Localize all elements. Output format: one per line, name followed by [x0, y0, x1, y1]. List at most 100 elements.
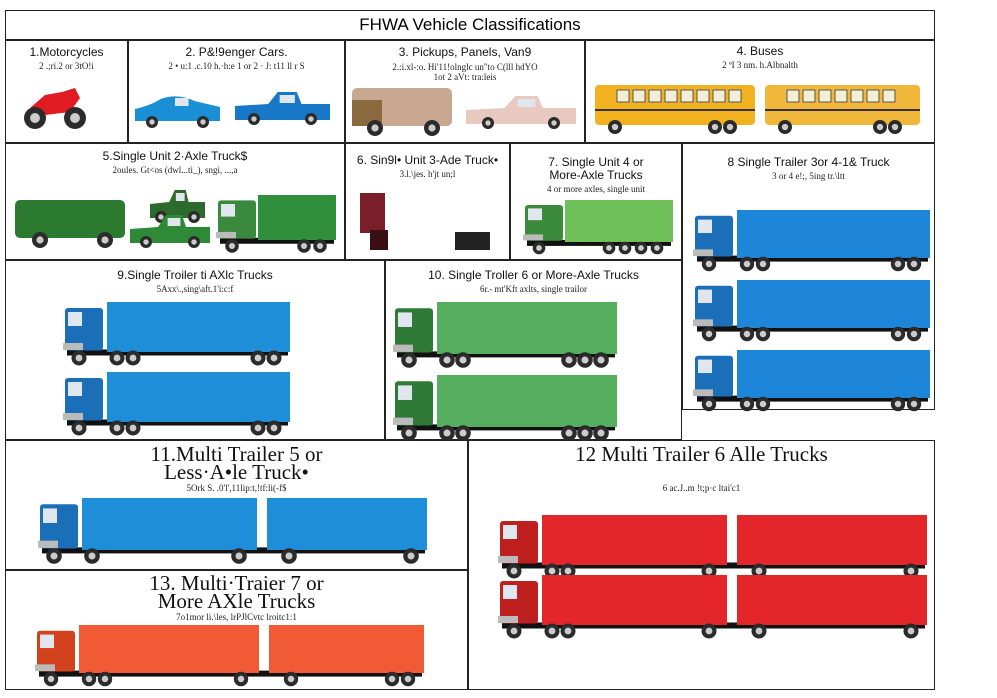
hub — [317, 243, 323, 249]
hub — [191, 214, 196, 219]
hub — [70, 113, 80, 123]
cab-window — [43, 508, 57, 523]
bus-window — [617, 90, 629, 102]
hub — [130, 355, 137, 362]
hub — [908, 628, 915, 635]
hub — [36, 236, 43, 243]
unit-mark — [455, 232, 490, 250]
unit-mark — [360, 193, 385, 233]
vehicle-art — [0, 0, 997, 698]
bumper — [693, 249, 713, 256]
hub — [130, 425, 137, 432]
bus-window — [867, 90, 879, 102]
hub — [407, 552, 414, 559]
bumper — [393, 345, 413, 352]
hub — [908, 568, 915, 575]
hub — [405, 356, 412, 363]
bumper — [693, 319, 713, 326]
hub — [288, 676, 294, 682]
unit-mark — [370, 230, 388, 250]
hub — [102, 676, 108, 682]
hub — [565, 429, 572, 436]
hub — [114, 355, 121, 362]
bus-window — [787, 90, 799, 102]
hub — [76, 425, 83, 432]
page: 1.Motorcycles2 .;ri.2 or 3tO!i2. P&!9eng… — [0, 0, 997, 698]
hub — [892, 124, 898, 130]
trailer — [542, 515, 727, 565]
cab-window — [503, 585, 517, 599]
cab-window — [68, 312, 82, 326]
hub — [654, 245, 660, 251]
bus-window — [649, 90, 661, 102]
hub — [511, 628, 518, 635]
trailer — [437, 302, 617, 354]
hub — [308, 116, 313, 121]
trailer — [437, 375, 617, 427]
hub — [114, 425, 121, 432]
hub — [285, 552, 292, 559]
hub — [549, 628, 556, 635]
hub — [158, 214, 163, 219]
hub — [428, 124, 435, 131]
hub — [565, 628, 572, 635]
hub — [271, 355, 278, 362]
hub — [251, 116, 256, 121]
hub — [549, 568, 556, 575]
hub — [101, 236, 108, 243]
hub — [638, 245, 644, 251]
cab-window — [68, 382, 82, 396]
bus-stripe — [765, 109, 920, 111]
cab-window — [698, 290, 712, 303]
bus-window — [729, 90, 741, 102]
hub — [50, 552, 57, 559]
hub — [459, 356, 466, 363]
window — [518, 99, 536, 107]
window — [175, 98, 189, 106]
hub — [622, 245, 628, 251]
window — [280, 95, 295, 103]
hub — [255, 355, 262, 362]
hub — [86, 676, 92, 682]
hub — [200, 119, 205, 124]
bumper — [35, 664, 55, 671]
bus-window — [681, 90, 693, 102]
trailer — [107, 372, 290, 422]
bumper — [63, 413, 83, 420]
window — [168, 218, 181, 226]
hub — [536, 245, 542, 251]
hub — [712, 124, 718, 130]
cab-window — [698, 220, 712, 233]
hub — [405, 429, 412, 436]
hub — [706, 261, 712, 267]
hub — [443, 429, 450, 436]
bumper — [63, 343, 83, 350]
trailer — [79, 625, 259, 673]
trailer — [737, 515, 927, 565]
window — [176, 193, 185, 201]
bus-window — [633, 90, 645, 102]
trailer — [737, 575, 927, 625]
hub — [727, 124, 733, 130]
hub — [76, 355, 83, 362]
hub — [760, 401, 766, 407]
hub — [895, 261, 901, 267]
trailer — [267, 498, 427, 550]
trailer — [269, 625, 424, 673]
hub — [597, 356, 604, 363]
cab-window — [398, 385, 412, 400]
hub — [459, 429, 466, 436]
hub — [149, 119, 154, 124]
hub — [371, 124, 378, 131]
bus-window — [665, 90, 677, 102]
hub — [744, 261, 750, 267]
bus-stripe — [595, 109, 755, 111]
bus-window — [713, 90, 725, 102]
trailer — [82, 498, 257, 550]
hub — [895, 331, 901, 337]
bumper — [523, 234, 543, 240]
bumper — [498, 556, 518, 563]
hub — [895, 401, 901, 407]
hub — [389, 676, 395, 682]
bus-window — [851, 90, 863, 102]
